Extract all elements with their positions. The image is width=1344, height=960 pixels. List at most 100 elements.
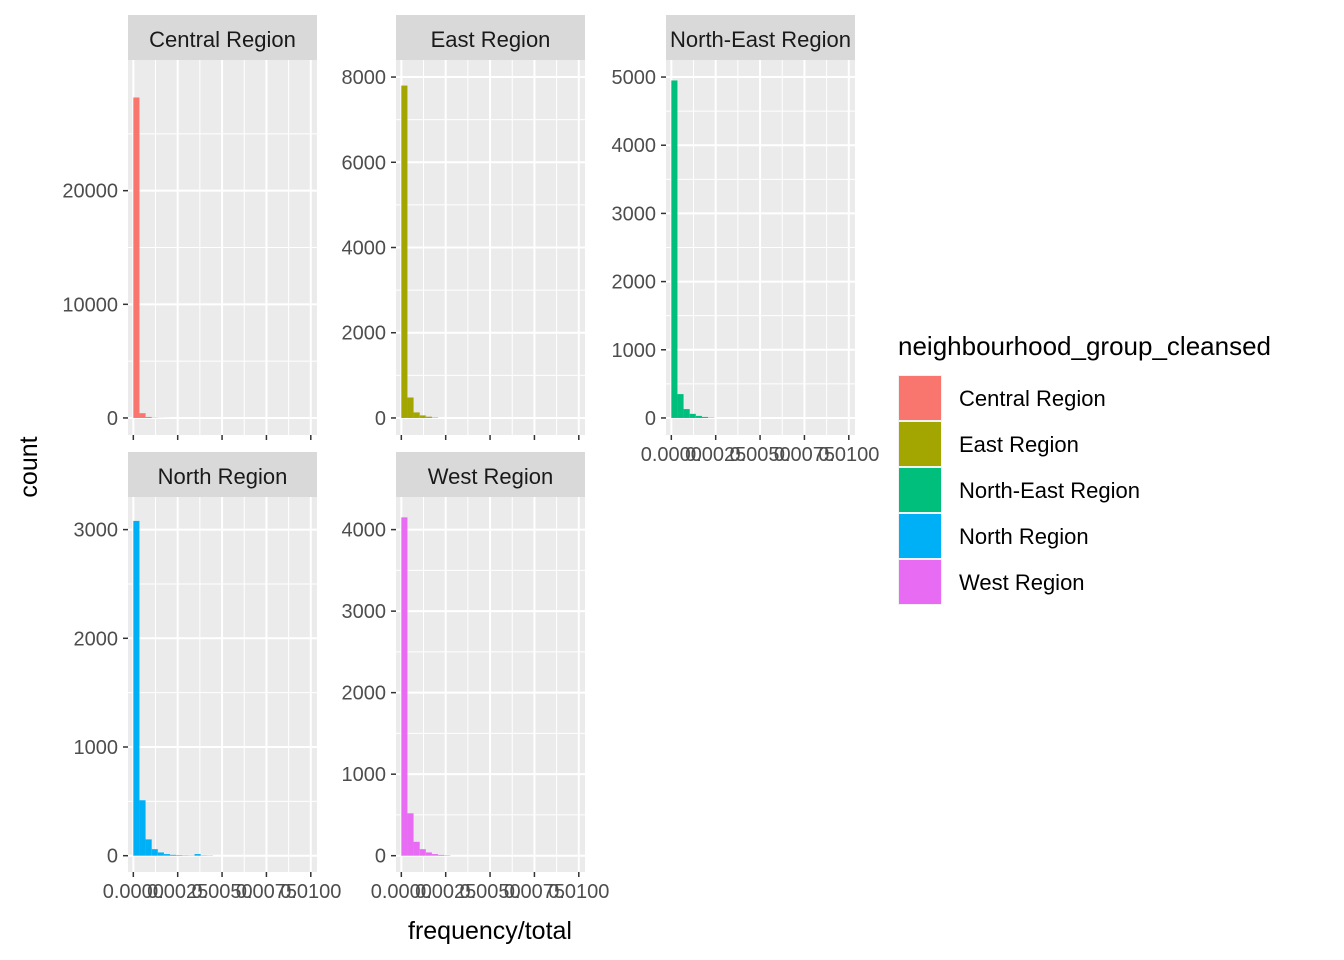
facet-strip-label: North Region — [158, 464, 288, 489]
histogram-bar — [413, 841, 420, 856]
histogram-bar — [133, 97, 140, 418]
x-tick-label: 0.0100 — [818, 444, 879, 466]
y-tick-label: 2000 — [342, 323, 387, 345]
y-tick-label: 4000 — [612, 135, 657, 157]
y-tick-label: 0 — [375, 408, 386, 430]
histogram-bar — [157, 852, 164, 856]
y-tick-label: 0 — [107, 846, 118, 868]
histogram-bar — [413, 412, 420, 418]
x-tick-label: 0.0050 — [729, 444, 790, 466]
histogram-bar — [425, 416, 432, 418]
y-tick-label: 2000 — [342, 683, 387, 705]
y-tick-label: 5000 — [612, 67, 657, 89]
legend-swatch — [899, 514, 941, 558]
histogram-bar — [176, 855, 183, 856]
y-tick-label: 0 — [645, 408, 656, 430]
facet-north-region: North Region01000200030000.00000.00250.0… — [74, 452, 341, 903]
y-tick-label: 8000 — [342, 67, 387, 89]
facet-strip — [396, 15, 585, 60]
y-tick-label: 1000 — [612, 340, 657, 362]
histogram-bar — [431, 854, 439, 856]
legend-swatch — [899, 560, 941, 604]
histogram-bar — [163, 854, 171, 856]
histogram-bar — [407, 813, 414, 856]
histogram-bar — [671, 80, 678, 418]
y-tick-label: 1000 — [342, 764, 387, 786]
x-tick-label: 0.0000 — [103, 881, 164, 903]
x-tick-label: 0.0100 — [548, 881, 609, 903]
histogram-bar — [145, 839, 152, 856]
facet-strip-label: East Region — [431, 27, 551, 52]
y-tick-label: 1000 — [74, 737, 119, 759]
x-tick-label: 0.0100 — [280, 881, 341, 903]
facet-central-region: Central Region 0 10000 20000 — [62, 15, 317, 440]
legend-label: East Region — [959, 432, 1079, 457]
legend-label: West Region — [959, 570, 1085, 595]
x-axis-title: frequency/total — [408, 917, 572, 945]
legend-item: North Region — [898, 513, 1089, 559]
histogram-bar — [170, 854, 177, 856]
legend-label: North-East Region — [959, 478, 1140, 503]
x-tick-label: 0.0075 — [774, 444, 835, 466]
x-tick-label: 0.0025 — [147, 881, 208, 903]
histogram-bar — [701, 416, 709, 418]
legend-item: North-East Region — [898, 467, 1140, 513]
y-tick-label: 20000 — [62, 181, 118, 203]
legend-label: North Region — [959, 524, 1089, 549]
histogram-bar — [425, 852, 432, 856]
x-tick-label: 0.0000 — [641, 444, 702, 466]
legend-items: Central Region East Region North-East Regi… — [898, 375, 1140, 605]
y-tick-label: 2000 — [74, 628, 119, 650]
histogram-bar — [139, 413, 146, 418]
histogram-bar — [695, 415, 702, 418]
facet-strip-label: West Region — [428, 464, 554, 489]
histogram-bar — [689, 413, 696, 418]
histogram-bar — [419, 415, 426, 418]
y-tick-label: 2000 — [612, 272, 657, 294]
histogram-bar — [139, 800, 146, 856]
y-tick-label: 4000 — [342, 520, 387, 542]
legend-item: East Region — [898, 421, 1079, 467]
x-tick-label: 0.0025 — [685, 444, 746, 466]
y-tick-label: 3000 — [342, 601, 387, 623]
histogram-bar — [401, 85, 408, 418]
y-axis-title: count — [15, 436, 43, 497]
facet-east-region: East Region 0 2000 4000 6000 8000 — [342, 15, 585, 440]
histogram-bar — [677, 394, 684, 418]
x-tick-label: 0.0000 — [371, 881, 432, 903]
legend-item: West Region — [898, 559, 1085, 605]
facet-strip-label: North-East Region — [670, 27, 851, 52]
legend: neighbourhood_group_cleansed Central Reg… — [898, 331, 1271, 605]
facet-strip — [128, 15, 317, 60]
facet-strip-label: Central Region — [149, 27, 296, 52]
facet-west-region: West Region 0 1000 2000 3000 4000 0.00000.0025… — [342, 452, 609, 903]
y-tick-label: 6000 — [342, 152, 387, 174]
x-tick-label: 0.0025 — [415, 881, 476, 903]
facet-north-east-region: North-East Region 0 1000 2000 3000 4000 5000 0.… — [612, 15, 879, 466]
histogram-bar — [133, 520, 140, 856]
legend-item: Central Region — [898, 375, 1106, 421]
x-tick-label: 0.0050 — [191, 881, 252, 903]
x-tick-label: 0.0075 — [504, 881, 565, 903]
histogram-bar — [438, 854, 445, 856]
histogram-bar — [194, 854, 201, 856]
facet-strip — [666, 15, 855, 60]
histogram-bar — [407, 397, 414, 418]
y-tick-label: 4000 — [342, 238, 387, 260]
legend-title: neighbourhood_group_cleansed — [898, 331, 1271, 361]
x-tick-label: 0.0075 — [236, 881, 297, 903]
histogram-bar — [401, 517, 408, 856]
y-tick-label: 0 — [107, 408, 118, 430]
histogram-bar — [683, 409, 690, 418]
legend-label: Central Region — [959, 386, 1106, 411]
histogram-bar — [419, 849, 426, 856]
histogram-bar — [145, 416, 152, 418]
histogram-bar — [151, 849, 158, 856]
y-tick-label: 0 — [375, 846, 386, 868]
facet-strip — [128, 452, 317, 497]
x-tick-label: 0.0050 — [459, 881, 520, 903]
y-tick-label: 3000 — [74, 520, 119, 542]
legend-swatch — [899, 376, 941, 420]
